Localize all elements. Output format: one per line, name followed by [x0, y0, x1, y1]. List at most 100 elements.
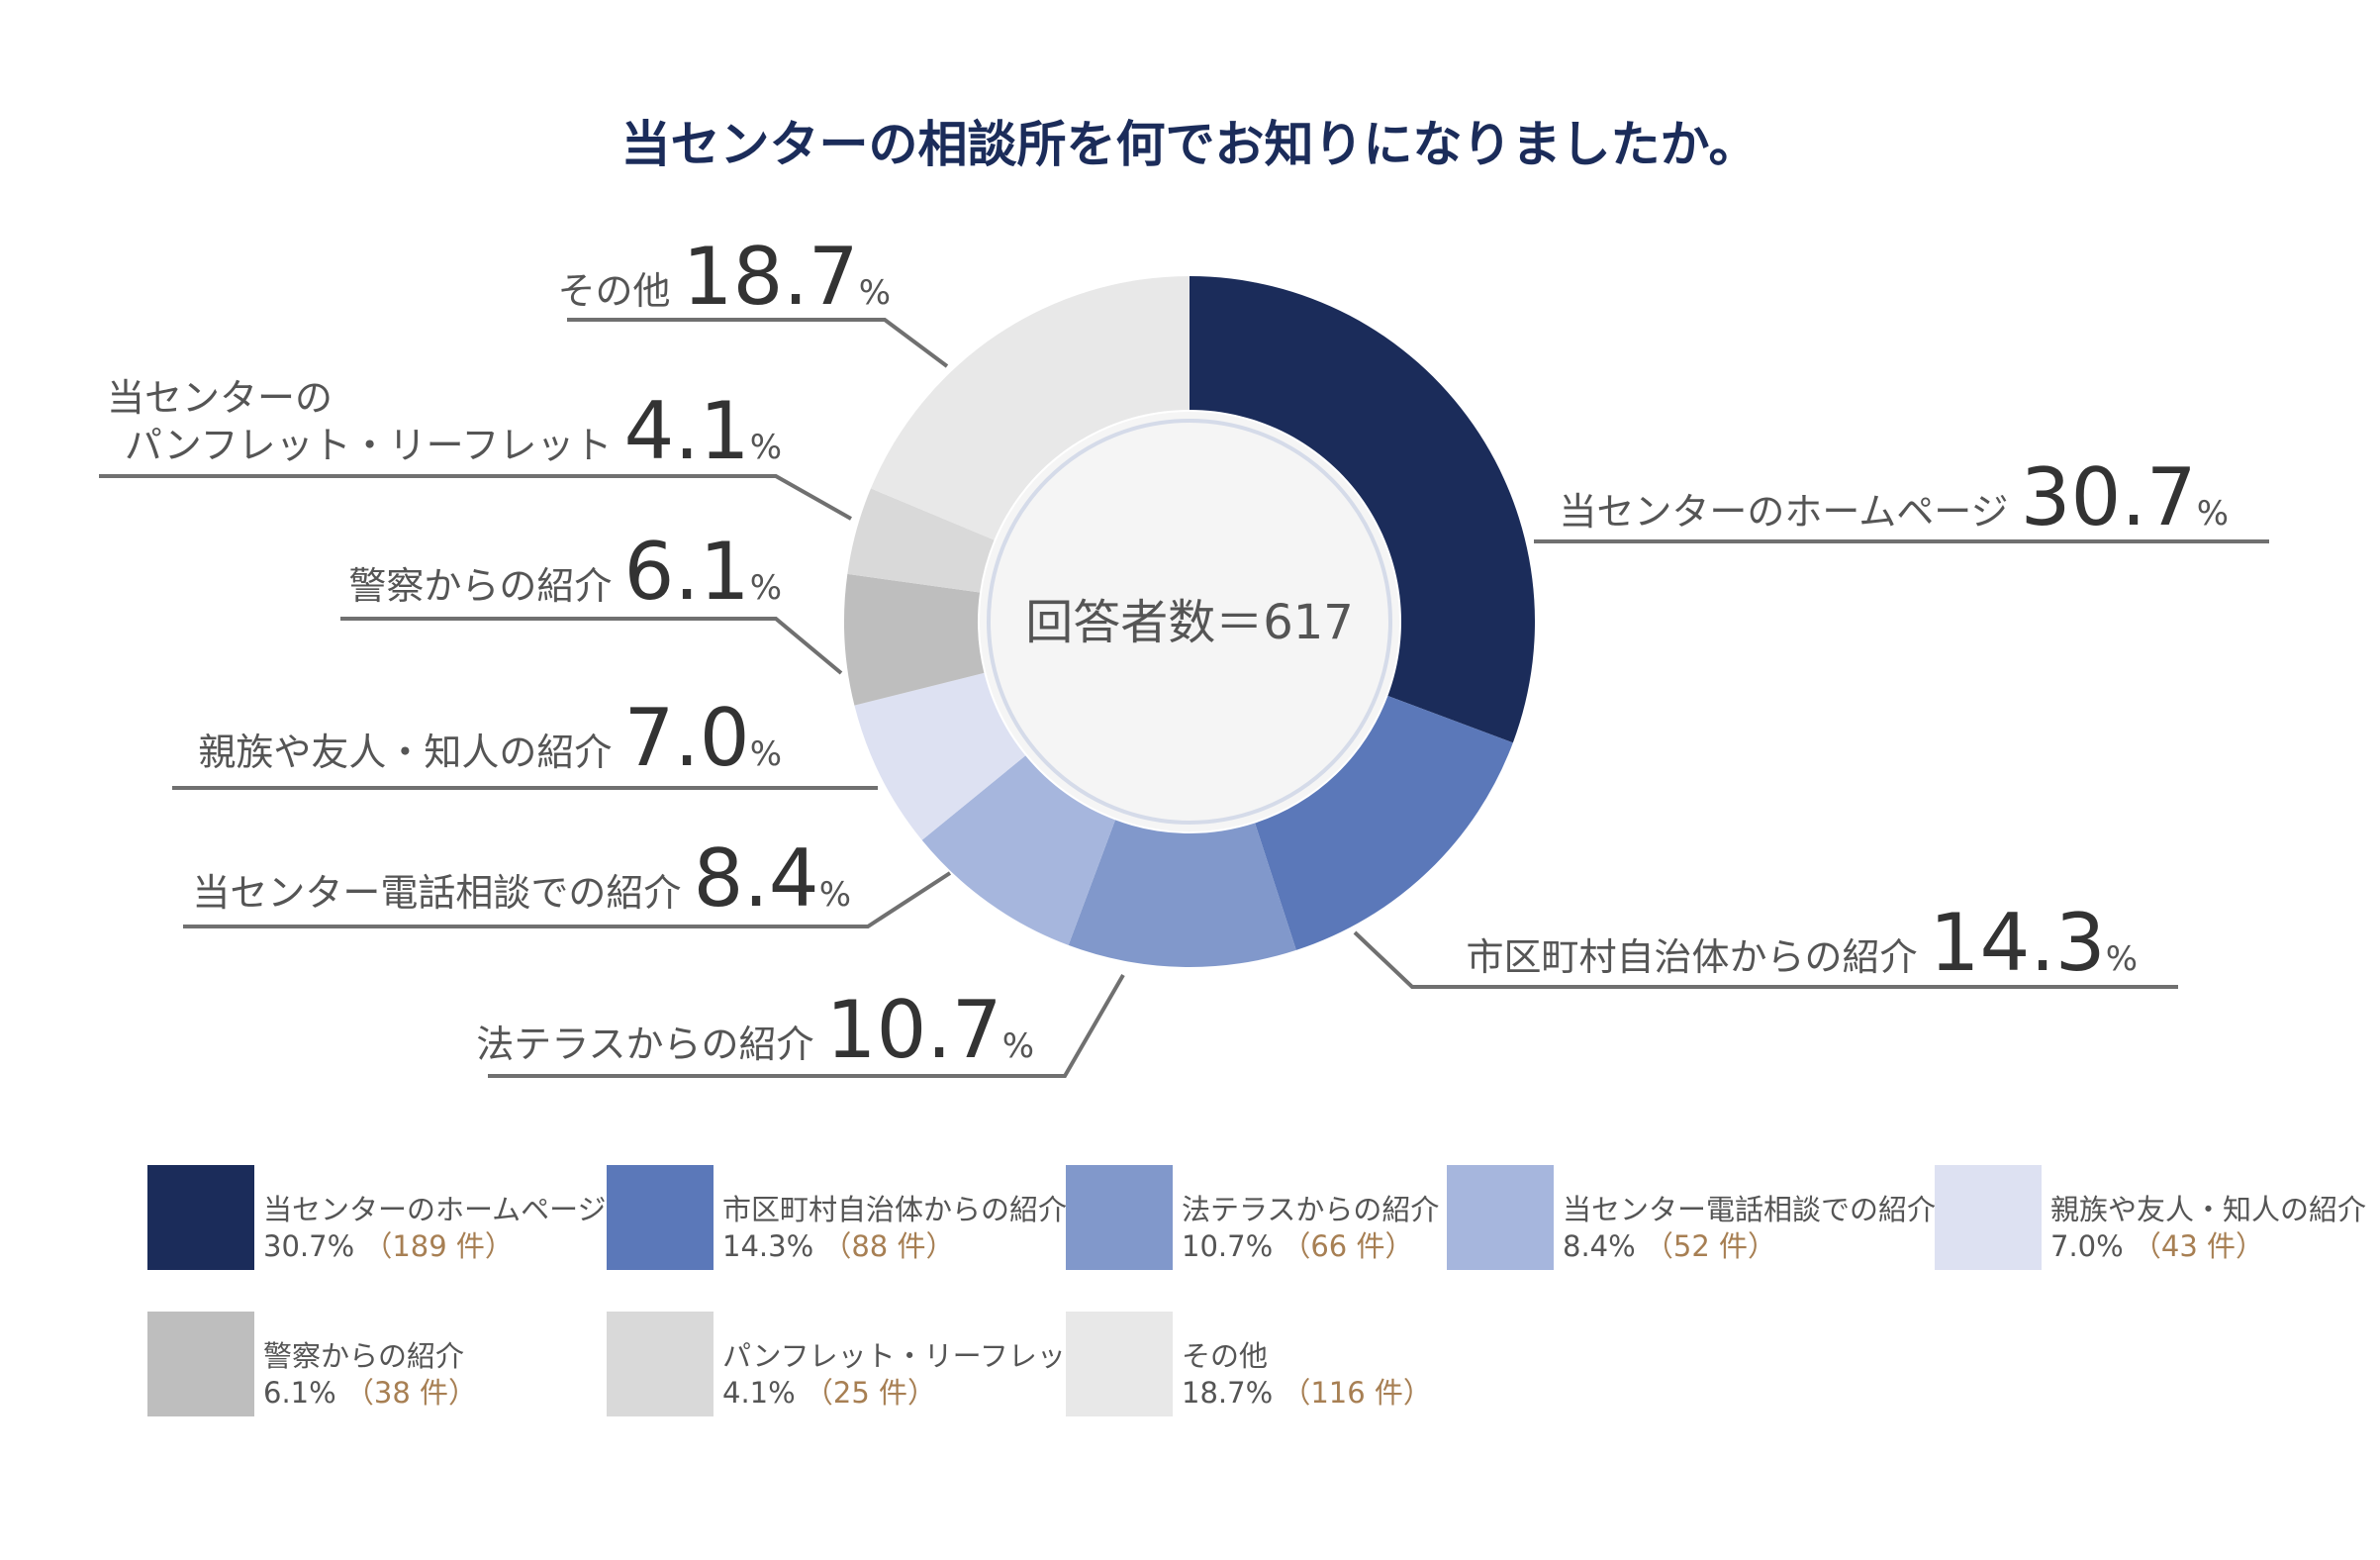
donut-slice-1	[1255, 696, 1513, 950]
callout-label: 当センター電話相談での紹介 8.4%	[192, 832, 851, 925]
legend-value: 14.3% （88 件）	[722, 1229, 954, 1263]
callout-4: 親族や友人・知人の紹介 7.0%	[172, 692, 878, 790]
callout-label-text: 親族や友人・知人の紹介	[198, 731, 623, 774]
legend-count: （66 件）	[1282, 1229, 1413, 1263]
callout-label: 親族や友人・知人の紹介 7.0%	[198, 692, 782, 784]
callout-1: 市区町村自治体からの紹介 14.3%	[1353, 897, 2178, 989]
callout-value: 6.1	[623, 526, 749, 618]
leader-line	[183, 871, 952, 928]
legend-label: 市区町村自治体からの紹介	[722, 1193, 1067, 1226]
callout-label-text: 警察からの紹介	[348, 564, 623, 608]
callout-label-text: 当センター電話相談での紹介	[192, 871, 693, 915]
legend-value: 30.7% （189 件）	[263, 1229, 514, 1263]
legend-value: 18.7% （116 件）	[1182, 1376, 1432, 1410]
legend-value: 4.1% （25 件）	[722, 1376, 936, 1410]
callout-label: パンフレット・リーフレット 4.1%	[125, 385, 782, 477]
callout-value: 14.3	[1930, 897, 2106, 989]
leader-line	[567, 318, 949, 368]
callout-label-text: 当センターのホームページ	[1559, 490, 2020, 534]
legend-count: （116 件）	[1282, 1376, 1432, 1410]
legend-swatch	[1066, 1165, 1173, 1270]
callout-value: 18.7	[683, 231, 859, 323]
callout-value: 8.4	[693, 832, 818, 925]
legend-swatch	[1447, 1165, 1554, 1270]
legend-label: 法テラスからの紹介	[1182, 1193, 1439, 1226]
center-ring	[987, 419, 1392, 825]
callout-percent-sign: %	[750, 568, 782, 608]
callout-value: 7.0	[623, 692, 749, 784]
leader-line	[488, 973, 1125, 1078]
leader-line	[1353, 930, 2178, 989]
legend-count: （38 件）	[345, 1376, 477, 1410]
callout-7: その他 18.7%	[557, 231, 949, 368]
legend-percent: 18.7%	[1182, 1376, 1282, 1410]
callout-label: 当センターのホームページ 30.7%	[1559, 451, 2229, 543]
donut-slice-5	[844, 573, 985, 706]
callout-percent-sign: %	[750, 428, 782, 467]
legend-count: （88 件）	[822, 1229, 954, 1263]
callout-label: その他 18.7%	[557, 231, 891, 323]
callout-percent-sign: %	[750, 734, 782, 774]
chart-title: 当センターの相談所を何でお知りになりましたか。	[621, 116, 1759, 173]
legend-count: （43 件）	[2133, 1229, 2264, 1263]
callout-label-text: 法テラスからの紹介	[476, 1023, 825, 1066]
callouts: 当センターのホームページ 30.7%市区町村自治体からの紹介 14.3%法テラス…	[99, 231, 2269, 1078]
center-label: 回答者数＝617	[1025, 595, 1354, 650]
legend-value: 10.7% （66 件）	[1182, 1229, 1413, 1263]
legend-swatch	[1935, 1165, 2042, 1270]
legend-count: （52 件）	[1645, 1229, 1776, 1263]
donut-slice-2	[1068, 820, 1296, 967]
donut-slice-0	[1190, 276, 1536, 743]
callout-5: 警察からの紹介 6.1%	[340, 526, 843, 675]
legend-label: パンフレット・リーフレット	[722, 1339, 1095, 1373]
legend-label: 当センター電話相談での紹介	[1563, 1193, 1936, 1226]
callout-label-text: その他	[557, 269, 682, 313]
legend-label: 当センターのホームページ	[263, 1193, 607, 1226]
legend-value: 8.4% （52 件）	[1563, 1229, 1776, 1263]
legend-swatch	[147, 1312, 254, 1416]
legend-label: 警察からの紹介	[263, 1339, 464, 1373]
legend-percent: 30.7%	[263, 1229, 363, 1263]
donut-slice-6	[847, 488, 995, 593]
callout-3: 当センター電話相談での紹介 8.4%	[183, 832, 952, 928]
legend-swatch	[607, 1165, 714, 1270]
legend-count: （25 件）	[805, 1376, 936, 1410]
callout-percent-sign: %	[1002, 1026, 1034, 1066]
legend-swatch	[147, 1165, 254, 1270]
callout-value: 10.7	[826, 984, 1002, 1076]
legend-percent: 14.3%	[722, 1229, 822, 1263]
leader-line	[99, 474, 852, 521]
callout-percent-sign: %	[819, 875, 851, 915]
legend-percent: 6.1%	[263, 1376, 345, 1410]
center-disk	[980, 412, 1399, 831]
legend-swatch	[607, 1312, 714, 1416]
legend-percent: 10.7%	[1182, 1229, 1282, 1263]
legend-value: 7.0% （43 件）	[2050, 1229, 2264, 1263]
legend-percent: 8.4%	[1563, 1229, 1645, 1263]
donut-slice-7	[870, 276, 1190, 540]
callout-percent-sign: %	[2197, 494, 2229, 534]
callout-value: 4.1	[623, 385, 749, 477]
callout-2: 法テラスからの紹介 10.7%	[476, 973, 1125, 1078]
callout-label-text: 市区町村自治体からの紹介	[1466, 935, 1929, 979]
donut-slice-4	[854, 672, 1026, 840]
legend-label: 親族や友人・知人の紹介	[2050, 1193, 2366, 1226]
callout-label: 法テラスからの紹介 10.7%	[476, 984, 1034, 1076]
callout-value: 30.7	[2021, 451, 2197, 543]
legend-percent: 7.0%	[2050, 1229, 2133, 1263]
callout-label-text: パンフレット・リーフレット	[125, 424, 624, 467]
callout-label: 市区町村自治体からの紹介 14.3%	[1466, 897, 2138, 989]
callout-label: 警察からの紹介 6.1%	[348, 526, 782, 618]
legend-swatch	[1066, 1312, 1173, 1416]
legend-count: （189 件）	[363, 1229, 514, 1263]
